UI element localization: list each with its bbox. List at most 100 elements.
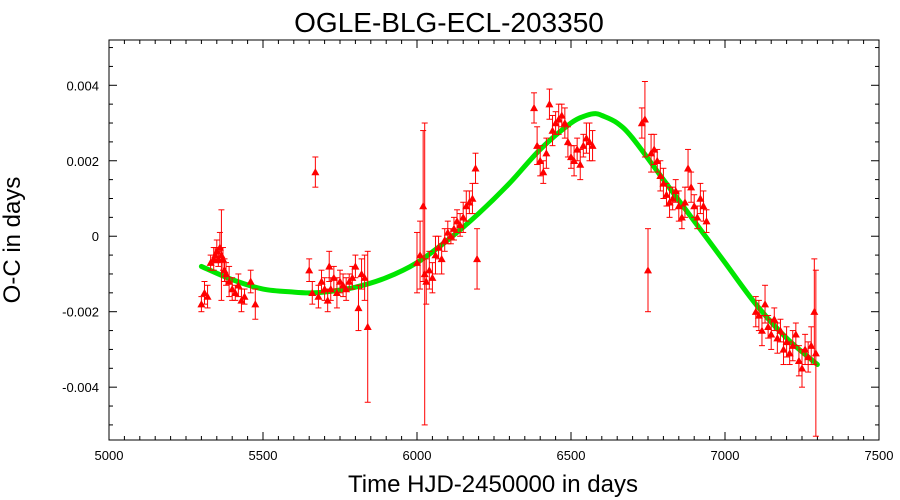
data-point-triangle (684, 164, 693, 172)
data-point-triangle (659, 179, 668, 187)
data-point-triangle (234, 281, 243, 289)
x-tick-label: 6000 (403, 448, 432, 463)
data-point-triangle (573, 145, 582, 153)
data-point-triangle (311, 168, 320, 176)
data-point-triangle (764, 322, 773, 330)
data-point-triangle (222, 269, 231, 278)
data-point-triangle (804, 352, 813, 361)
data-point-triangle (563, 137, 572, 146)
data-point-triangle (449, 224, 458, 232)
data-point-triangle (200, 288, 209, 297)
data-point-triangle (453, 217, 462, 225)
data-point-triangle (237, 296, 246, 304)
data-point-triangle (473, 254, 482, 263)
data-point-triangle (582, 134, 591, 142)
data-point-triangle (674, 202, 683, 210)
data-point-triangle (305, 266, 314, 274)
data-point-triangle (542, 149, 551, 157)
data-point-triangle (640, 115, 649, 123)
y-tick-label: 0 (92, 229, 99, 244)
data-point-triangle (530, 103, 539, 112)
data-point-triangle (567, 152, 575, 161)
data-point-triangle (773, 334, 782, 342)
data-point-triangle (422, 277, 431, 285)
data-point-triangle (551, 119, 560, 127)
y-tick-label: 0.002 (66, 154, 99, 169)
x-tick-label: 5500 (249, 448, 278, 463)
data-point-triangle (557, 111, 566, 119)
data-point-triangle (671, 186, 680, 195)
data-point-triangle (363, 322, 372, 330)
data-point-triangle (459, 213, 468, 221)
data-point-triangle (548, 126, 557, 134)
data-point-triangle (779, 345, 788, 353)
data-point-triangle (653, 156, 662, 164)
data-point-triangle (699, 202, 708, 210)
data-point-triangle (360, 273, 369, 281)
data-point-triangle (325, 262, 334, 270)
data-point-triangle (767, 330, 776, 338)
data-point-triangle (465, 198, 474, 206)
data-point-triangle (588, 141, 597, 149)
y-axis: -0.004 -0.002 0 0.002 0.004 (62, 47, 879, 426)
data-point-triangle (693, 213, 702, 221)
data-point-triangle (687, 183, 696, 191)
data-point-triangle (462, 202, 471, 210)
data-point-triangle (570, 156, 579, 164)
data-point-triangle (770, 315, 779, 323)
data-point-triangle (240, 292, 249, 300)
data-point-triangle (702, 217, 711, 225)
data-point-triangle (807, 341, 816, 349)
data-point-triangle (576, 160, 585, 168)
data-point-triangle (440, 236, 449, 244)
data-point-triangle (811, 349, 820, 357)
data-point-triangle (446, 232, 455, 240)
data-point-triangle (680, 198, 689, 206)
data-point-triangle (791, 330, 800, 338)
chart-title: OGLE-BLG-ECL-203350 (294, 7, 604, 38)
data-point-triangle (251, 300, 260, 308)
data-point-triangle (579, 141, 588, 149)
data-point-triangle (468, 194, 477, 202)
data-point-triangle (231, 288, 240, 297)
data-point-triangle (650, 145, 659, 153)
data-point-triangle (357, 269, 366, 278)
data-point-triangle (419, 202, 428, 210)
data-point-triangle (776, 326, 785, 334)
data-point-triangle (434, 243, 443, 251)
x-tick-label: 7500 (865, 448, 894, 463)
data-point-triangle (751, 307, 760, 315)
data-point-triangle (647, 149, 656, 157)
data-point-triangle (332, 288, 341, 297)
data-point-triangle (677, 213, 686, 221)
x-axis-title: Time HJD-2450000 in days (348, 471, 638, 498)
data-point-triangle (801, 345, 810, 353)
fit-curve-layer (198, 111, 820, 368)
data-point-triangle (560, 119, 569, 127)
data-point-triangle (810, 307, 819, 315)
data-point-triangle (585, 137, 594, 146)
data-point-triangle (665, 198, 674, 206)
y-tick-label: -0.002 (62, 305, 99, 320)
data-point-triangle (539, 168, 548, 176)
data-point-triangle (668, 194, 677, 202)
data-point-triangle (656, 171, 665, 180)
data-point-triangle (246, 277, 255, 285)
x-tick-label: 6500 (557, 448, 586, 463)
data-point-triangle (197, 300, 206, 308)
x-tick-label: 7000 (711, 448, 740, 463)
fit-curve (198, 111, 820, 368)
data-point-triangle (554, 115, 563, 123)
data-point-triangle (428, 273, 437, 281)
data-point-triangle (206, 258, 215, 266)
data-point-triangle (798, 364, 806, 372)
data-point-triangle (794, 356, 803, 364)
data-points-layer (197, 81, 820, 437)
y-axis-title: O-C in days (0, 177, 26, 304)
data-point-triangle (757, 326, 766, 334)
data-point-triangle (351, 262, 360, 270)
x-tick-label: 5000 (95, 448, 124, 463)
data-point-triangle (533, 141, 542, 149)
y-tick-label: -0.004 (62, 380, 99, 395)
